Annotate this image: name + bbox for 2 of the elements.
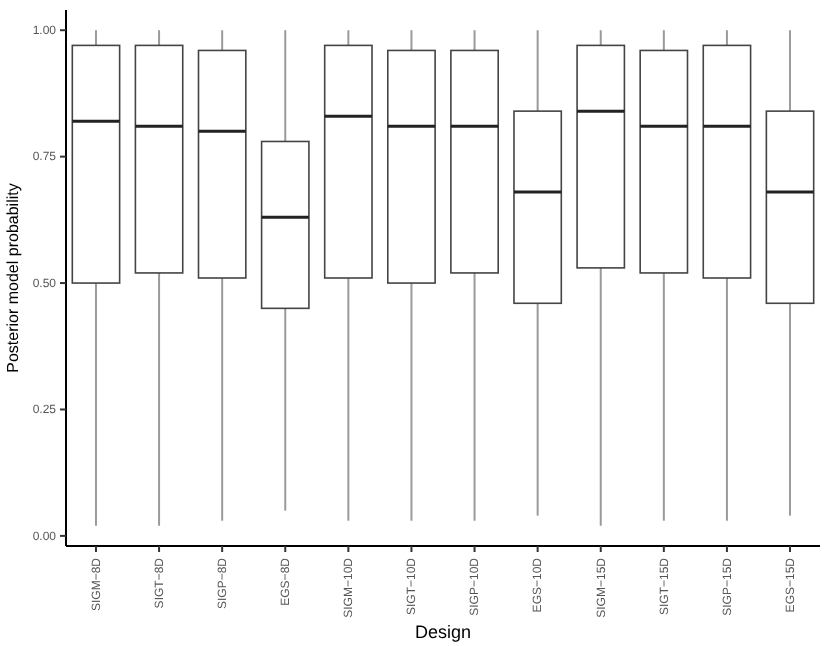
x-axis-title: Design — [414, 622, 472, 642]
y-axis-title: Posterior model probability — [4, 183, 22, 373]
